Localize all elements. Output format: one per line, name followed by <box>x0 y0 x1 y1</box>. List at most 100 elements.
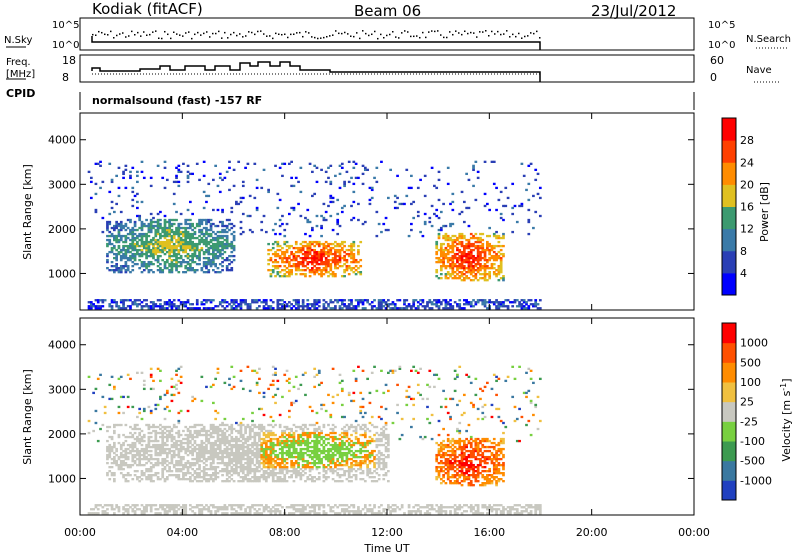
heatmap-cell <box>287 264 291 268</box>
heatmap-cell <box>156 222 160 226</box>
heatmap-cell <box>297 180 300 184</box>
heatmap-cell <box>156 457 160 461</box>
heatmap-cell <box>122 172 125 176</box>
heatmap-cell <box>177 299 181 302</box>
heatmap-cell <box>225 236 229 240</box>
heatmap-cell <box>140 473 144 477</box>
heatmap-cell <box>212 256 215 260</box>
heatmap-cell <box>244 445 247 449</box>
heatmap-cell <box>163 449 167 453</box>
heatmap-cell <box>147 431 151 435</box>
heatmap-cell <box>317 478 321 481</box>
heatmap-cell <box>186 252 190 256</box>
heatmap-cell <box>244 166 247 170</box>
heatmap-cell <box>232 480 236 483</box>
heatmap-cell <box>311 256 314 260</box>
heatmap-cell <box>163 303 167 306</box>
heatmap-cell <box>299 439 303 443</box>
heatmap-cell <box>225 480 229 483</box>
heatmap-cell <box>285 465 289 469</box>
heatmap-cell <box>320 437 323 441</box>
heatmap-cell <box>253 512 257 515</box>
heatmap-cell <box>262 437 266 441</box>
heatmap-cell <box>159 478 162 481</box>
heatmap-cell <box>446 166 450 170</box>
heatmap-cell <box>221 423 224 427</box>
heatmap-cell <box>462 234 466 238</box>
heatmap-cell <box>200 433 204 437</box>
heatmap-cell <box>221 512 224 515</box>
heatmap-cell <box>159 236 162 240</box>
heatmap-cell <box>200 423 204 427</box>
heatmap-cell <box>230 443 234 447</box>
heatmap-cell <box>251 429 254 433</box>
heatmap-cell <box>212 506 215 509</box>
nsearch-point <box>185 32 187 34</box>
heatmap-cell <box>193 469 197 473</box>
heatmap-cell <box>221 421 224 425</box>
heatmap-cell <box>126 226 130 230</box>
heatmap-cell <box>269 275 273 278</box>
heatmap-cell <box>182 226 185 230</box>
heatmap-cell <box>182 455 185 459</box>
colorbar-tick-label: 8 <box>740 245 747 258</box>
heatmap-cell <box>331 246 335 250</box>
heatmap-cell <box>216 246 220 250</box>
heatmap-cell <box>306 433 310 437</box>
heatmap-cell <box>297 266 300 270</box>
heatmap-cell <box>225 230 229 234</box>
heatmap-cell <box>140 305 144 308</box>
heatmap-cell <box>207 250 211 254</box>
heatmap-cell <box>255 431 259 435</box>
heatmap-cell <box>237 453 241 457</box>
heatmap-cell <box>308 303 312 306</box>
heatmap-cell <box>177 305 181 308</box>
heatmap-cell <box>198 222 201 226</box>
heatmap-cell <box>502 236 505 240</box>
heatmap-cell <box>113 234 116 238</box>
heatmap-cell <box>267 455 270 459</box>
heatmap-cell <box>361 222 365 226</box>
heatmap-cell <box>313 433 317 437</box>
heatmap-cell <box>368 303 372 306</box>
heatmap-cell <box>133 469 137 473</box>
heatmap-cell <box>232 455 236 459</box>
heatmap-cell <box>354 273 358 276</box>
heatmap-cell <box>299 471 303 475</box>
heatmap-cell <box>534 299 538 302</box>
heatmap-cell <box>200 459 204 463</box>
heatmap-cell <box>460 234 464 238</box>
heatmap-cell <box>320 407 323 411</box>
heatmap-cell <box>244 467 247 471</box>
heatmap-cell <box>113 508 116 511</box>
heatmap-cell <box>359 273 363 276</box>
heatmap-cell <box>170 264 174 268</box>
heatmap-cell <box>154 224 158 228</box>
heatmap-cell <box>304 254 307 258</box>
heatmap-cell <box>209 260 213 264</box>
heatmap-cell <box>161 441 165 445</box>
heatmap-cell <box>444 256 448 260</box>
heatmap-cell <box>444 277 448 280</box>
heatmap-cell <box>106 439 109 443</box>
nsearch-point <box>296 32 298 34</box>
heatmap-cell <box>237 473 241 477</box>
heatmap-cell <box>442 264 445 268</box>
heatmap-cell <box>502 204 505 208</box>
heatmap-cell <box>276 471 280 475</box>
heatmap-cell <box>117 457 121 461</box>
heatmap-cell <box>170 262 174 266</box>
heatmap-cell <box>311 260 314 264</box>
heatmap-cell <box>352 254 356 258</box>
heatmap-cell <box>188 224 192 228</box>
heatmap-cell <box>223 437 227 441</box>
heatmap-cell <box>131 405 135 409</box>
heatmap-cell <box>140 252 144 256</box>
heatmap-cell <box>294 246 298 250</box>
heatmap-cell <box>207 510 211 513</box>
heatmap-cell <box>239 469 243 473</box>
heatmap-cell <box>159 218 162 222</box>
heatmap-cell <box>274 461 277 465</box>
heatmap-cell <box>446 242 450 246</box>
heatmap-cell <box>177 260 181 264</box>
